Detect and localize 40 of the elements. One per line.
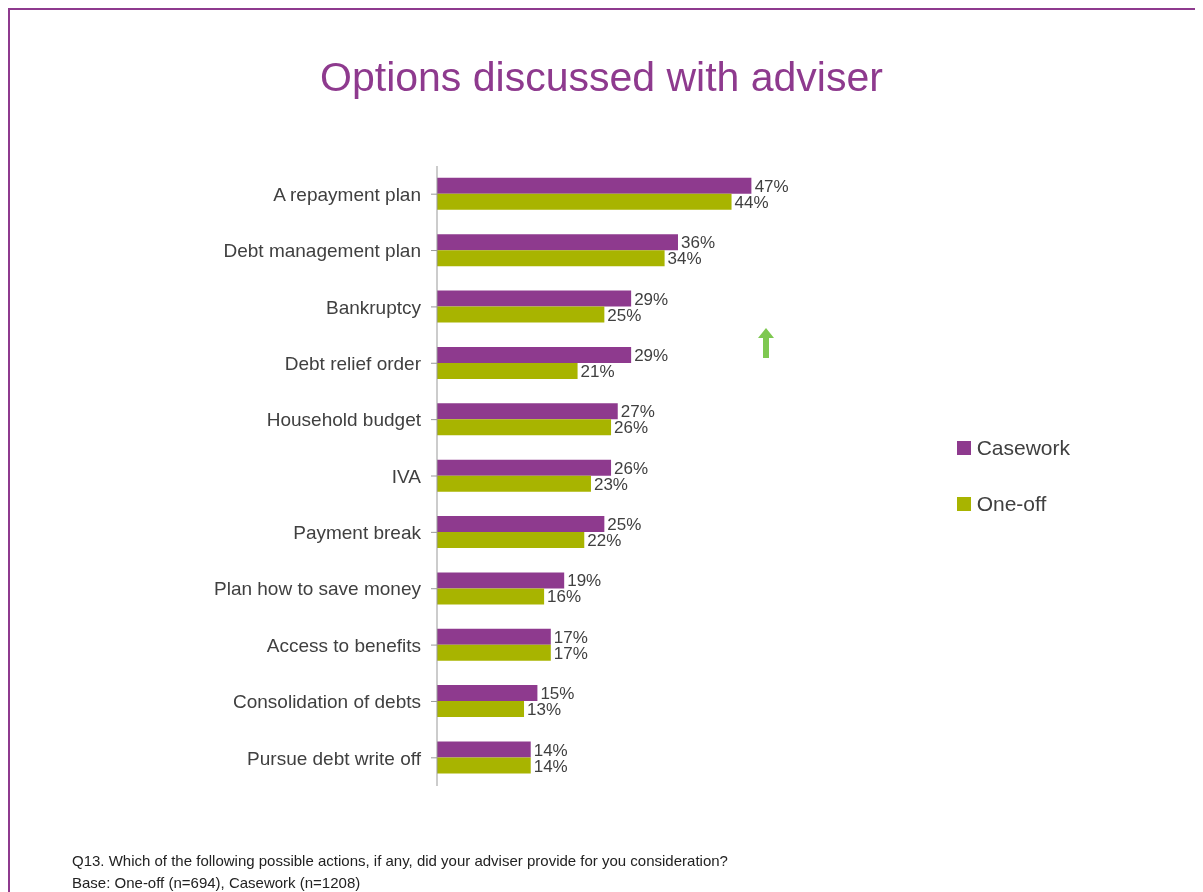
bar <box>437 572 565 589</box>
y-tick-label: Debt relief order <box>284 353 422 375</box>
bar <box>437 741 531 758</box>
bar <box>437 628 551 645</box>
bar <box>437 306 605 323</box>
bar <box>437 177 752 194</box>
bar <box>437 419 612 436</box>
bar <box>437 193 732 210</box>
text: Q13. Which of the following possible actions, if any, did your adviser provide for you consideration? <box>72 851 728 871</box>
chart-title: Options discussed with adviser <box>319 54 884 101</box>
y-tick-label: Household budget <box>266 409 422 431</box>
y-tick-label: Pursue debt write off <box>247 747 422 769</box>
y-tick-label: Debt management plan <box>223 240 421 262</box>
y-tick-label: Access to benefits <box>266 634 421 656</box>
bar <box>437 757 531 774</box>
bar <box>437 459 612 476</box>
bar <box>437 362 578 379</box>
y-tick-label: IVA <box>391 465 422 487</box>
text: Base: One-off (n=694), Casework (n=1208) <box>72 873 362 892</box>
legend-label: One-off <box>976 492 1047 516</box>
bar <box>437 290 632 307</box>
y-tick-label: Plan how to save money <box>213 578 422 600</box>
y-tick-label: Bankruptcy <box>325 296 422 318</box>
bar <box>437 532 585 549</box>
bar <box>437 701 525 718</box>
bar <box>437 644 551 661</box>
y-tick-label: A repayment plan <box>273 183 421 205</box>
bar <box>437 403 618 420</box>
bar <box>437 685 538 702</box>
bar <box>437 346 632 363</box>
legend-label: Casework <box>976 436 1070 460</box>
data-label: 29% <box>634 345 669 365</box>
bar <box>437 475 591 492</box>
bar <box>437 250 665 267</box>
bar <box>437 588 545 605</box>
bar <box>437 516 605 533</box>
bar <box>437 234 678 251</box>
data-label: 21% <box>580 361 615 381</box>
y-tick-label: Consolidation of debts <box>232 691 421 713</box>
y-tick-label: Payment break <box>293 522 422 544</box>
